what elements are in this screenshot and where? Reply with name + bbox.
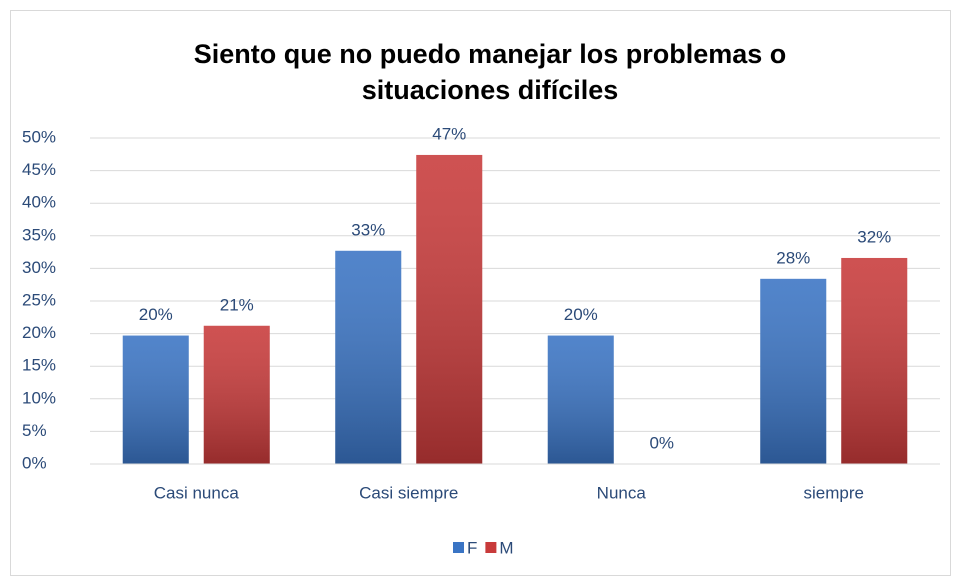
data-label: 20% [139, 305, 173, 324]
x-tick-label: Casi siempre [359, 483, 458, 502]
y-tick-label: 35% [22, 225, 56, 244]
data-label: 0% [649, 433, 674, 452]
bar [841, 257, 908, 464]
x-tick-label: Casi nunca [154, 483, 240, 502]
chart-title: Siento que no puedo manejar los problema… [194, 39, 787, 69]
legend-label: F [467, 538, 477, 557]
y-tick-label: 30% [22, 258, 56, 277]
x-tick-label: siempre [804, 483, 864, 502]
bar [547, 335, 614, 464]
bar [203, 325, 270, 464]
data-label: 21% [220, 295, 254, 314]
bar [335, 250, 402, 464]
data-label: 47% [432, 124, 466, 143]
legend-swatch [453, 542, 464, 553]
y-tick-label: 45% [22, 160, 56, 179]
y-tick-label: 50% [22, 127, 56, 146]
data-label: 20% [564, 305, 598, 324]
y-tick-label: 5% [22, 421, 47, 440]
data-label: 28% [776, 248, 810, 267]
legend-label: M [499, 538, 513, 557]
x-tick-label: Nunca [597, 483, 647, 502]
y-tick-label: 15% [22, 356, 56, 375]
data-label: 33% [351, 220, 385, 239]
legend-swatch [485, 542, 497, 553]
y-tick-label: 10% [22, 388, 56, 407]
y-tick-label: 25% [22, 290, 56, 309]
y-tick-label: 20% [22, 323, 56, 342]
data-label: 32% [857, 227, 891, 246]
chart-title: situaciones difíciles [362, 75, 619, 105]
y-tick-label: 40% [22, 193, 56, 212]
bar [760, 278, 827, 464]
bar [122, 335, 189, 464]
y-tick-label: 0% [22, 453, 47, 472]
bar [416, 154, 483, 464]
